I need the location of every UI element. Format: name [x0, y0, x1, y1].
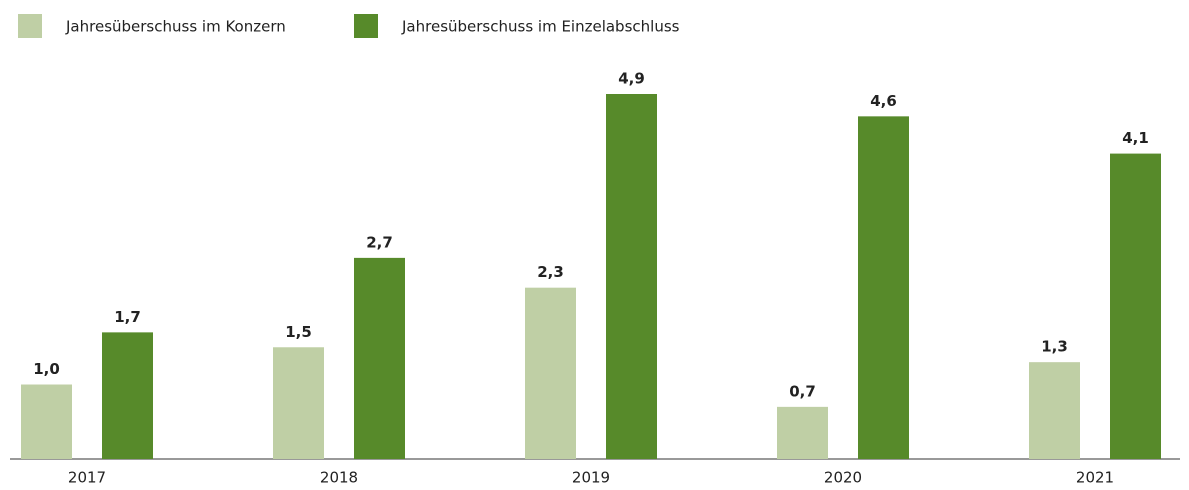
x-tick-label: 2020 — [824, 469, 862, 487]
bar — [777, 406, 828, 459]
x-tick-label: 2021 — [1076, 469, 1114, 487]
bar — [273, 347, 324, 459]
bar — [858, 116, 909, 460]
legend-swatch — [18, 14, 42, 38]
value-label: 1,7 — [114, 308, 141, 326]
legend-label: Jahresüberschuss im Einzelabschluss — [401, 18, 680, 36]
legend-label: Jahresüberschuss im Konzern — [65, 18, 286, 36]
x-tick-label: 2018 — [320, 469, 358, 487]
value-label: 0,7 — [789, 382, 816, 400]
bar — [1029, 362, 1080, 459]
bar — [354, 257, 405, 459]
bar — [102, 332, 153, 459]
bar — [525, 287, 576, 459]
value-label: 1,3 — [1041, 338, 1068, 356]
x-tick-label: 2019 — [572, 469, 610, 487]
value-label: 2,3 — [537, 263, 564, 281]
x-tick-label: 2017 — [68, 469, 106, 487]
value-label: 4,9 — [618, 70, 645, 88]
bar — [606, 94, 657, 459]
value-label: 1,5 — [285, 323, 312, 341]
legend-swatch — [354, 14, 378, 38]
bar — [21, 384, 72, 459]
value-label: 4,6 — [870, 92, 897, 110]
value-label: 4,1 — [1122, 129, 1149, 147]
value-label: 2,7 — [366, 233, 393, 251]
bar — [1110, 153, 1161, 459]
value-label: 1,0 — [33, 360, 60, 378]
